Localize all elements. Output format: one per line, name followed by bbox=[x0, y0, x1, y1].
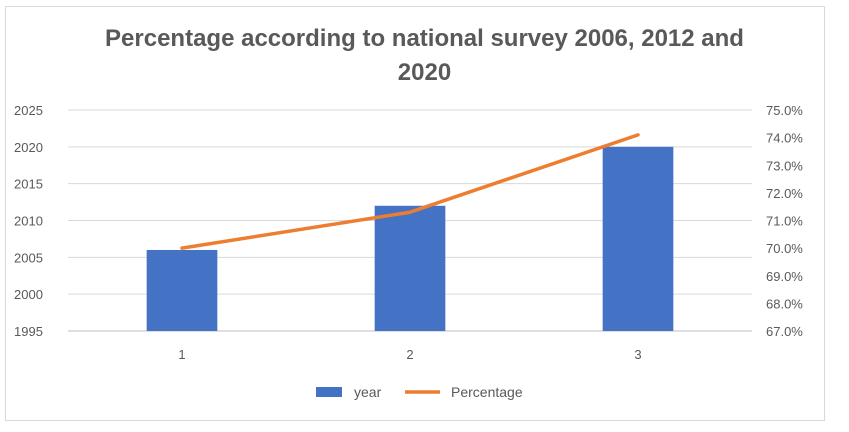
left-axis-tick-label: 2020 bbox=[14, 140, 43, 155]
legend-label-year: year bbox=[354, 384, 382, 400]
bar-year bbox=[146, 249, 218, 331]
right-axis-tick-label: 73.0% bbox=[766, 158, 803, 173]
legend-swatch-year bbox=[316, 387, 342, 397]
line-series bbox=[180, 133, 640, 250]
right-axis-tick-label: 72.0% bbox=[766, 186, 803, 201]
x-axis-tick-label: 2 bbox=[406, 347, 413, 362]
right-axis-tick-label: 67.0% bbox=[766, 324, 803, 339]
bar-year bbox=[374, 205, 446, 331]
legend: year Percentage bbox=[316, 384, 523, 400]
right-axis-tick-label: 69.0% bbox=[766, 269, 803, 284]
chart-title-line-2: 2020 bbox=[397, 59, 452, 86]
legend-label-percentage: Percentage bbox=[451, 384, 523, 400]
left-axis-tick-label: 2005 bbox=[14, 250, 43, 265]
right-axis-ticks: 67.0% 68.0% 69.0% 70.0% 71.0% 72.0% 73.0% 74.0%… bbox=[766, 103, 803, 339]
left-axis-ticks: 1995 2000 2005 2010 2015 2020 2025 bbox=[14, 103, 43, 339]
left-axis-tick-label: 2000 bbox=[14, 287, 43, 302]
x-axis-tick-label: 3 bbox=[634, 347, 641, 362]
right-axis-tick-label: 68.0% bbox=[766, 296, 803, 311]
left-axis-tick-label: 2015 bbox=[14, 177, 43, 192]
chart-title-line-1: Percentage according to national survey … bbox=[105, 25, 744, 52]
left-axis-tick-label: 2025 bbox=[14, 103, 43, 118]
left-axis-tick-label: 1995 bbox=[14, 324, 43, 339]
x-axis-ticks: 1 2 3 bbox=[178, 347, 641, 362]
line-percentage bbox=[180, 133, 640, 250]
chart-title: Percentage according to national survey … bbox=[0, 22, 849, 90]
left-axis-tick-label: 2010 bbox=[14, 214, 43, 229]
right-axis-tick-label: 70.0% bbox=[766, 241, 803, 256]
right-axis-tick-label: 75.0% bbox=[766, 103, 803, 118]
right-axis-tick-label: 74.0% bbox=[766, 131, 803, 146]
bar-series bbox=[146, 146, 674, 331]
x-axis-tick-label: 1 bbox=[178, 347, 185, 362]
bar-year bbox=[602, 146, 674, 331]
right-axis-tick-label: 71.0% bbox=[766, 214, 803, 229]
